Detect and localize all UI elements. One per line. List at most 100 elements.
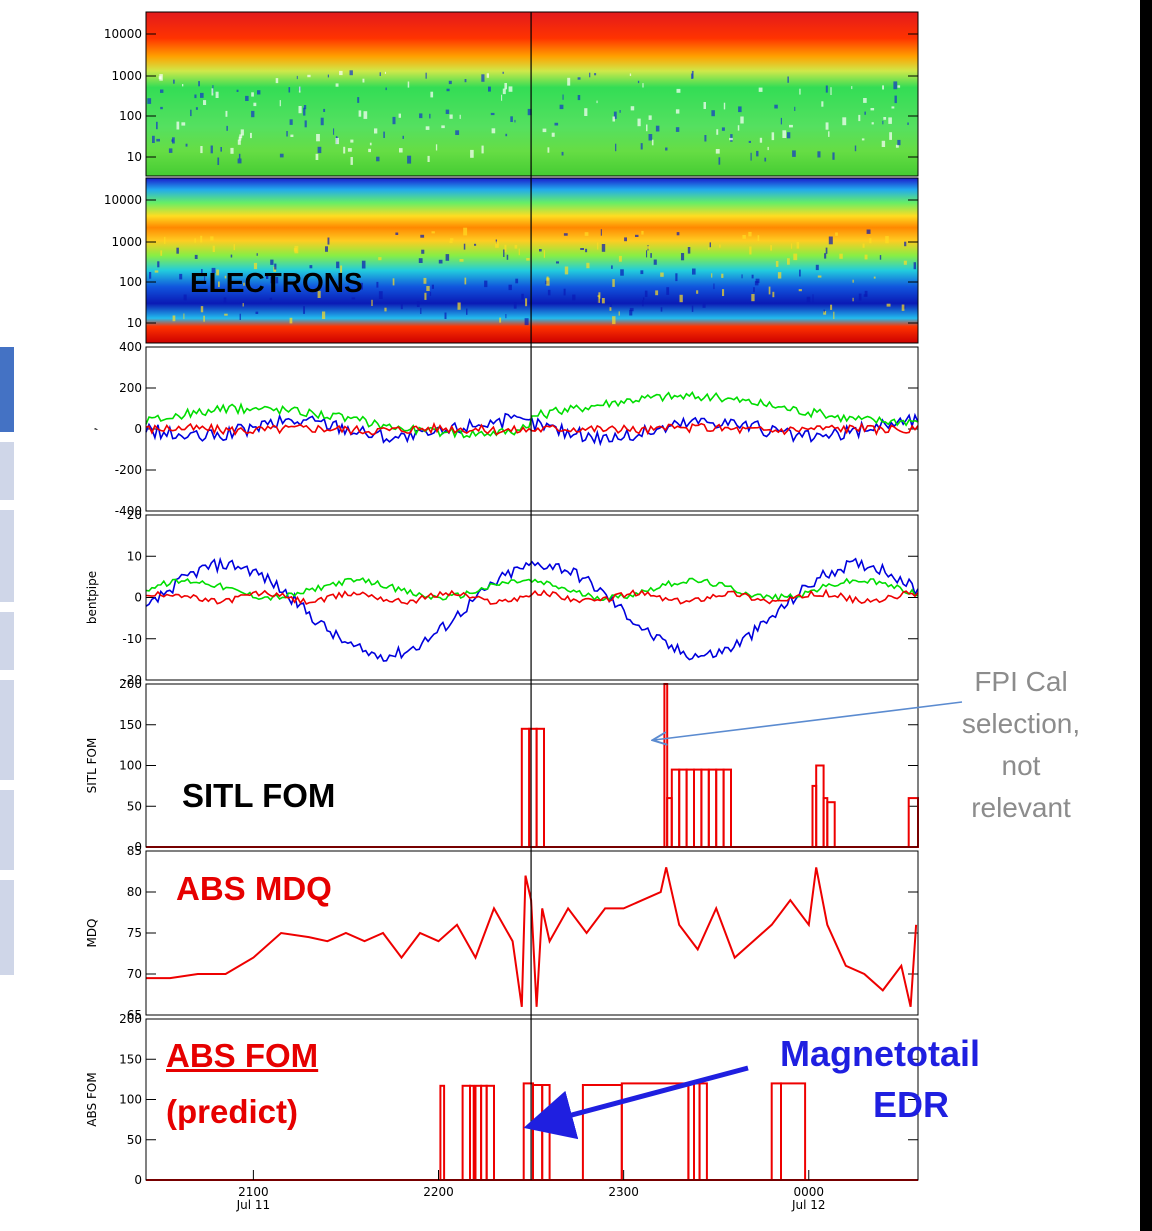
- spectrogram-speckle: [215, 91, 219, 98]
- spectrogram-speckle: [755, 278, 760, 284]
- spectrogram-speckle: [445, 254, 450, 261]
- spectrogram-speckle: [675, 109, 680, 114]
- spectrogram-speckle: [361, 260, 366, 269]
- spectrogram-speckle: [508, 284, 512, 291]
- spectrogram-speckle: [832, 152, 835, 160]
- spectrogram-speckle: [524, 318, 529, 326]
- spectrogram-speckle: [648, 115, 652, 120]
- spectrogram-speckle: [243, 282, 245, 286]
- spectrogram-speckle: [629, 309, 633, 316]
- spectrogram-speckle: [499, 317, 502, 323]
- spectrogram-speckle: [217, 157, 220, 165]
- spectrogram-speckle: [349, 70, 353, 76]
- spectrogram-speckle: [286, 131, 288, 137]
- spectrogram-speckle: [551, 132, 555, 137]
- spectrogram-speckle: [824, 253, 827, 259]
- spectrogram-speckle: [211, 88, 214, 96]
- spectrogram-speckle: [881, 140, 886, 147]
- spectrogram-speckle: [864, 290, 868, 297]
- spectrogram-speckle: [711, 273, 713, 278]
- left-sidebar: [0, 347, 14, 975]
- spectrogram-speckle: [220, 147, 222, 152]
- spectrogram-speckle: [904, 241, 907, 247]
- spectrogram-speckle: [488, 86, 491, 92]
- y-axis-label: bentpipe: [85, 571, 99, 624]
- spectrogram-speckle: [426, 286, 430, 291]
- panel-frame: [145, 1018, 919, 1181]
- spectrogram-speckle: [183, 313, 185, 320]
- spectrogram-speckle: [419, 113, 423, 119]
- spectrogram-speckle: [384, 71, 386, 74]
- spectrogram-speckle: [257, 90, 261, 95]
- spectrogram-speckle: [470, 149, 474, 158]
- y-axis-label: SITL FOM: [85, 738, 99, 794]
- spectrogram-speckle: [596, 100, 598, 104]
- spectrogram-speckle: [240, 129, 244, 136]
- spectrogram-speckle: [609, 307, 612, 311]
- spectrogram-speckle: [182, 84, 184, 87]
- spectrogram-speckle: [270, 276, 273, 284]
- spectrogram-speckle: [363, 111, 368, 119]
- spectrogram-speckle: [238, 153, 241, 159]
- panel-sitl-fom: 200 150 100 50 0 SITL FOM: [85, 677, 920, 854]
- spectrogram-speckle: [598, 292, 601, 299]
- spectrogram-speckle: [691, 73, 693, 79]
- spectrogram-speckle: [629, 307, 634, 312]
- spectrogram-speckle: [230, 147, 234, 154]
- y-tick-label: 10000: [104, 193, 142, 207]
- spectrogram-speckle: [601, 298, 605, 304]
- spectrogram-speckle: [629, 73, 632, 76]
- y-tick-label: 85: [127, 844, 142, 858]
- spectrogram-speckle: [751, 294, 755, 302]
- spectrogram-speckle: [711, 110, 715, 117]
- spectrogram-speckle: [203, 315, 205, 322]
- spectrogram-speckle: [754, 281, 759, 286]
- spectrogram-speckle: [692, 268, 696, 275]
- spectrogram-speckle: [676, 232, 680, 236]
- spectrogram-speckle: [704, 135, 707, 142]
- spectrogram-speckle: [173, 79, 175, 84]
- spectrogram-speckle: [335, 137, 339, 145]
- spectrogram-speckle: [787, 76, 789, 83]
- series-line-2: [145, 421, 919, 436]
- spectrogram-speckle: [767, 146, 769, 151]
- series-line-2: [145, 588, 919, 606]
- spectrogram-speckle: [445, 109, 450, 114]
- spectrogram-speckle: [709, 242, 711, 248]
- spectrogram-speckle: [543, 250, 545, 258]
- spectrogram-speckle: [719, 244, 721, 248]
- spectrogram-speckle: [327, 74, 329, 78]
- spectrogram-speckle: [748, 140, 751, 143]
- spectrogram-speckle: [194, 238, 196, 243]
- spectrogram-speckle: [238, 136, 242, 141]
- spectrogram-speckle: [294, 245, 299, 254]
- y-tick-label: 10000: [104, 27, 142, 41]
- y-tick-label: 150: [119, 1052, 142, 1066]
- spectrogram-speckle: [484, 280, 488, 288]
- spectrogram-speckle: [610, 304, 612, 309]
- spectrogram-speckle: [172, 315, 176, 322]
- spectrogram-speckle: [340, 265, 343, 273]
- y-tick-label: 20: [127, 508, 142, 522]
- spectrogram-speckle: [156, 121, 158, 130]
- spectrogram-speckle: [200, 92, 204, 98]
- spectrogram-speckle: [275, 78, 279, 84]
- spectrogram-speckle: [216, 269, 220, 276]
- spectrogram-speckle: [615, 143, 617, 152]
- y-axis-label: ABS FOM: [85, 1072, 99, 1126]
- spectrogram-speckle: [399, 148, 403, 153]
- spectrogram-speckle: [665, 147, 668, 151]
- spectrogram-speckle: [513, 302, 517, 309]
- spectrogram-speckle: [646, 250, 648, 258]
- y-tick-label: 50: [127, 1133, 142, 1147]
- spectrogram-speckle: [383, 131, 385, 138]
- spectrogram-speckle: [613, 111, 617, 119]
- spectrogram-speckle: [873, 276, 876, 279]
- y-tick-label: -20: [122, 673, 142, 687]
- spectrogram-speckle: [317, 146, 322, 154]
- spectrogram-speckle: [225, 110, 228, 117]
- y-tick-label: -200: [115, 463, 142, 477]
- spectrogram-speckle: [584, 108, 588, 116]
- spectrogram-speckle: [333, 128, 335, 135]
- spectrogram-speckle: [307, 74, 311, 78]
